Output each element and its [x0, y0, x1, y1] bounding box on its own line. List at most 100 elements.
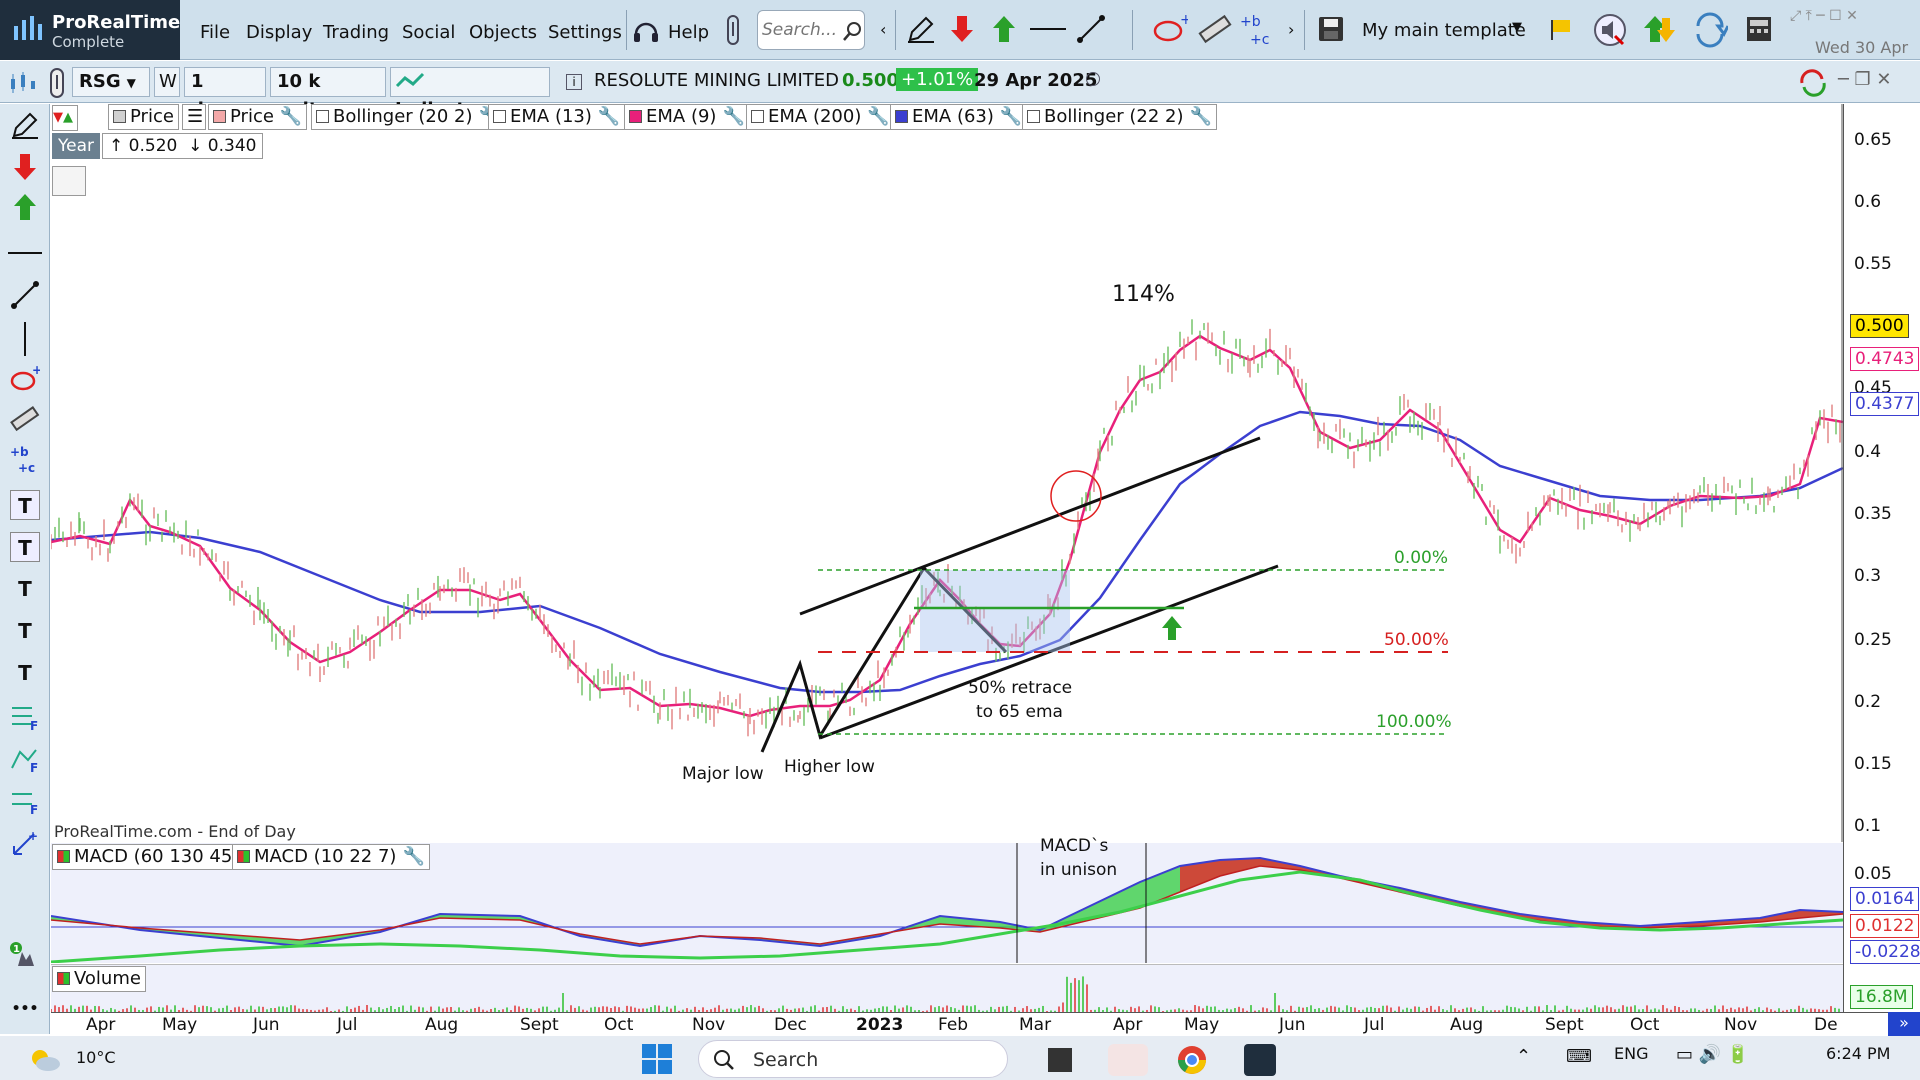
- ruler-tool-icon[interactable]: [10, 404, 40, 434]
- text-tool-4-icon[interactable]: T: [18, 619, 32, 643]
- buy-tool-icon[interactable]: [10, 192, 40, 222]
- menu-settings[interactable]: Settings: [548, 22, 622, 43]
- sell-tool-icon[interactable]: [10, 152, 40, 182]
- text-tool-3-icon[interactable]: T: [18, 577, 32, 601]
- alerts-icon[interactable]: [1642, 14, 1678, 46]
- search-input[interactable]: [762, 20, 836, 40]
- taskbar-prorealtime-icon[interactable]: [1244, 1044, 1276, 1076]
- template-select[interactable]: My main template: [1362, 20, 1526, 41]
- interval-select[interactable]: 1 day▼: [184, 67, 266, 120]
- calculator-icon[interactable]: [1744, 14, 1774, 44]
- sync-icon[interactable]: [1796, 69, 1830, 97]
- legend-ema-13[interactable]: EMA (13) 🔧: [488, 104, 626, 130]
- segment-tool-icon[interactable]: [10, 280, 40, 310]
- pencil-tool-icon[interactable]: [10, 110, 40, 140]
- symbol-select[interactable]: RSG ▼: [72, 67, 150, 97]
- pencil-icon[interactable]: [906, 14, 936, 44]
- ellipse-tool-icon[interactable]: +: [10, 364, 40, 394]
- annotation-icon[interactable]: +b +c: [1240, 12, 1274, 46]
- menu-objects[interactable]: Objects: [469, 22, 538, 43]
- candles-icon[interactable]: [8, 71, 38, 95]
- legend-macd-60[interactable]: MACD (60 130 45): [52, 844, 245, 870]
- taskbar-app-1-icon[interactable]: [1048, 1048, 1072, 1072]
- chrome-icon[interactable]: [1176, 1044, 1208, 1076]
- wrench-icon[interactable]: 🔧: [722, 106, 745, 127]
- legend-bollinger-22[interactable]: Bollinger (22 2) 🔧: [1022, 104, 1217, 130]
- clip-icon[interactable]: [722, 14, 744, 46]
- legend-ema-9[interactable]: EMA (9) 🔧: [624, 104, 750, 130]
- legend-price-1[interactable]: Price: [108, 104, 179, 130]
- panel-window-controls[interactable]: ─ ❐ ✕: [1838, 69, 1892, 90]
- taskbar-search[interactable]: Search: [698, 1040, 1008, 1078]
- save-icon[interactable]: [1316, 14, 1346, 44]
- indicators-button[interactable]: Indicators▼: [390, 67, 550, 120]
- ruler-icon[interactable]: [1198, 14, 1232, 44]
- windows-start-icon[interactable]: [640, 1042, 674, 1076]
- wrench-icon[interactable]: 🔧: [279, 106, 303, 127]
- scroll-forward-icon[interactable]: »: [1888, 1012, 1920, 1036]
- legend-ema-200[interactable]: EMA (200) 🔧: [746, 104, 895, 130]
- legend-macd-10[interactable]: MACD (10 22 7) 🔧: [232, 844, 430, 870]
- fib-retrace-icon[interactable]: F: [10, 702, 40, 732]
- search-icon[interactable]: [842, 21, 862, 41]
- link-icon[interactable]: [46, 67, 68, 99]
- legend-bollinger-20[interactable]: Bollinger (20 2)🔧: [311, 104, 506, 130]
- down-up-arrows-icon[interactable]: ▼▲: [52, 105, 78, 131]
- info-icon[interactable]: i: [566, 74, 582, 90]
- legend-volume[interactable]: Volume: [52, 966, 146, 992]
- app-logo[interactable]: ProRealTime Complete: [0, 0, 180, 60]
- sell-arrow-icon[interactable]: [950, 14, 974, 44]
- calendar-icon[interactable]: [52, 166, 86, 196]
- language-indicator[interactable]: ENG: [1614, 1044, 1649, 1063]
- vline-tool-icon[interactable]: [24, 322, 26, 356]
- legend-price-2[interactable]: Price 🔧: [208, 104, 308, 130]
- price-chart[interactable]: [50, 104, 1844, 842]
- legend-ema-63[interactable]: EMA (63) 🔧: [890, 104, 1028, 130]
- list-icon[interactable]: ☰: [182, 104, 206, 130]
- annotation-tool-icon[interactable]: +b +c: [10, 444, 40, 474]
- macd-panel[interactable]: [50, 843, 1844, 964]
- buy-arrow-icon[interactable]: [992, 14, 1016, 44]
- weather-icon[interactable]: [28, 1044, 62, 1074]
- time-axis[interactable]: Apr May Jun Jul Aug Sept Oct Nov Dec 2023 Feb Mar Ap…: [51, 1012, 1920, 1036]
- mute-icon[interactable]: [1592, 12, 1628, 48]
- fib-time-icon[interactable]: F: [10, 786, 40, 816]
- price-axis[interactable]: 0.65 0.6 0.55 0.45 0.4 0.35 0.3 0.25 0.2…: [1843, 104, 1920, 1012]
- menu-file[interactable]: File: [200, 22, 231, 43]
- add-object-icon[interactable]: +: [10, 828, 40, 858]
- text-tool-2-icon[interactable]: T: [10, 532, 40, 562]
- refresh-icon[interactable]: [1692, 12, 1728, 48]
- wrench-icon[interactable]: 🔧: [999, 106, 1023, 127]
- magnet-icon[interactable]: 1: [8, 940, 38, 970]
- menu-display[interactable]: Display: [246, 22, 313, 43]
- headset-icon[interactable]: [632, 18, 660, 44]
- scroll-left-icon[interactable]: ‹: [880, 20, 887, 39]
- search-box[interactable]: [757, 10, 865, 50]
- wrench-icon[interactable]: 🔧: [1189, 106, 1212, 127]
- wrench-icon[interactable]: 🔧: [867, 106, 890, 127]
- volume-panel[interactable]: [50, 964, 1843, 1013]
- window-controls[interactable]: ⤢ ⤒ ─ ☐ ✕: [1790, 8, 1858, 24]
- template-chevron-icon[interactable]: ▼: [1512, 20, 1522, 35]
- flag-icon[interactable]: [1548, 16, 1574, 42]
- weekly-button[interactable]: W: [154, 67, 180, 97]
- fib-fan-icon[interactable]: F: [10, 744, 40, 774]
- ellipse-icon[interactable]: +: [1152, 14, 1188, 44]
- scroll-right-icon[interactable]: ›: [1288, 20, 1295, 39]
- taskbar-snip-icon[interactable]: [1108, 1044, 1148, 1076]
- hline-tool-icon[interactable]: [8, 252, 42, 254]
- wrench-icon[interactable]: 🔧: [597, 106, 621, 127]
- more-tools-icon[interactable]: •••: [11, 1001, 39, 1017]
- text-tool-1-icon[interactable]: T: [10, 490, 40, 520]
- network-sound-icons[interactable]: ▭ 🔊 🔋: [1676, 1044, 1750, 1065]
- menu-trading[interactable]: Trading: [323, 22, 390, 43]
- menu-help[interactable]: Help: [668, 22, 710, 43]
- units-select[interactable]: 10 k units▼: [270, 67, 386, 120]
- wrench-icon[interactable]: 🔧: [402, 846, 425, 867]
- menu-social[interactable]: Social: [402, 22, 456, 43]
- keyboard-icon[interactable]: ⌨: [1566, 1046, 1592, 1067]
- hline-icon[interactable]: [1028, 14, 1068, 44]
- tray-chevron-icon[interactable]: ⌃: [1516, 1046, 1532, 1067]
- text-tool-5-icon[interactable]: T: [18, 661, 32, 685]
- trendline-icon[interactable]: [1076, 14, 1106, 44]
